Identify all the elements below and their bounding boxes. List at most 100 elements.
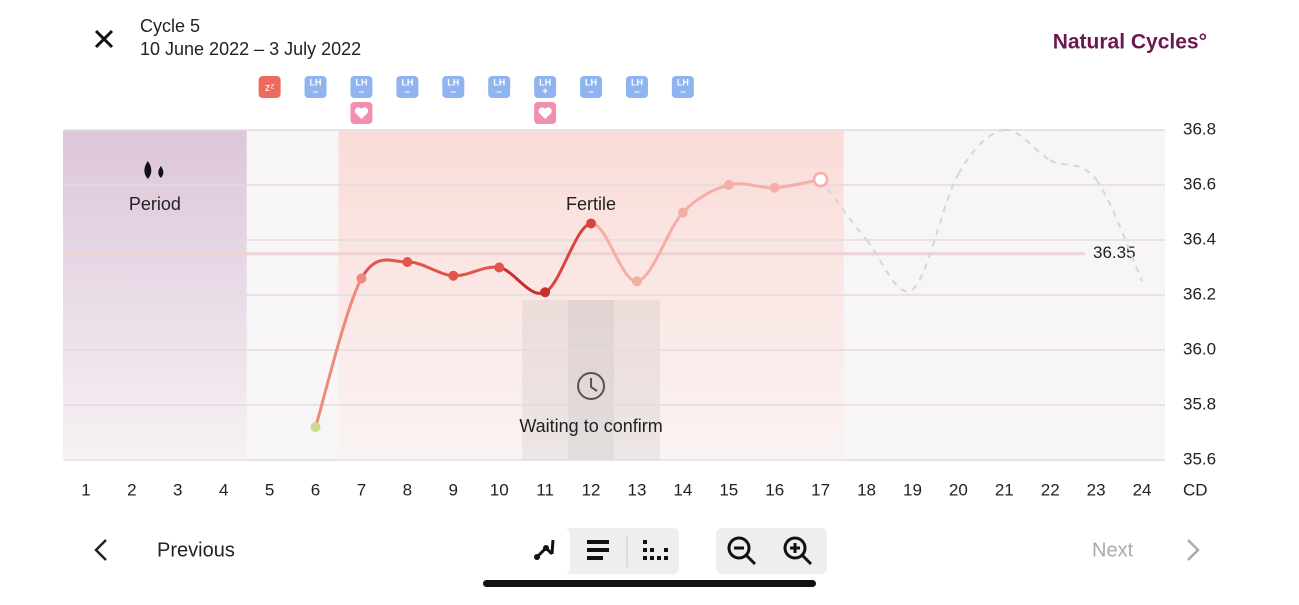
lh-test-label: LH <box>401 77 413 87</box>
lh-test-icon <box>671 76 694 98</box>
sleep-icon <box>258 76 281 98</box>
clock-hands <box>590 378 598 392</box>
temperature-segment <box>544 222 592 294</box>
x-tick-label: 21 <box>995 480 1014 499</box>
lh-test-icon <box>534 76 557 98</box>
lh-test-result: – <box>313 87 319 98</box>
lh-test-icon <box>625 76 648 98</box>
zoom-group <box>716 528 827 574</box>
cycle-title: Cycle 5 <box>140 16 200 36</box>
lh-test-icon <box>442 76 465 98</box>
period-label: Period <box>129 194 181 214</box>
lh-test-icon <box>350 76 373 98</box>
x-tick-label: 24 <box>1133 480 1152 499</box>
waiting-label: Waiting to confirm <box>519 416 662 436</box>
lh-test-label: LH <box>677 77 689 87</box>
y-tick-label: 36.2 <box>1183 284 1216 303</box>
prediction-segment <box>911 173 960 291</box>
x-tick-label: 5 <box>265 480 274 499</box>
lh-test-icon <box>580 76 603 98</box>
temperature-point <box>631 276 642 287</box>
clock-icon <box>577 372 606 400</box>
cycle-dates: 10 June 2022 – 3 July 2022 <box>140 39 361 59</box>
close-button[interactable] <box>94 29 114 49</box>
lh-test-label: LH <box>310 77 322 87</box>
x-tick-label: 3 <box>173 480 182 499</box>
previous-label: Previous <box>157 539 235 561</box>
lh-test-result: – <box>680 87 686 98</box>
logo: Natural Cycles° <box>1053 31 1207 54</box>
lh-test-label: LH <box>493 77 505 87</box>
lh-test-icon <box>304 76 327 98</box>
sleep-icon-label: zᶻ <box>265 82 275 94</box>
x-tick-label: 11 <box>536 480 554 499</box>
x-tick-label: 20 <box>949 480 968 499</box>
x-tick-label: 18 <box>857 480 876 499</box>
zoom-out-button[interactable] <box>727 536 757 566</box>
temperature-point <box>448 270 459 281</box>
x-tick-label: 14 <box>673 480 692 499</box>
x-unit: CD <box>1183 480 1208 499</box>
x-tick-label: 12 <box>582 480 601 499</box>
x-tick-label: 4 <box>219 480 228 499</box>
heart <box>538 107 552 119</box>
temperature-point <box>723 180 734 190</box>
lh-test-result: – <box>451 87 457 98</box>
lh-test-icon <box>488 76 511 98</box>
x-tick-label: 15 <box>719 480 738 499</box>
x-tick-label: 2 <box>127 480 136 499</box>
x-tick-label: 1 <box>81 480 90 499</box>
temperature-point <box>586 218 597 229</box>
x-tick-label: 13 <box>627 480 646 499</box>
x-tick-label: 6 <box>311 480 320 499</box>
temperature-point <box>356 273 367 284</box>
temperature-point <box>812 171 829 188</box>
lh-test-result: – <box>405 87 411 98</box>
period-icon <box>144 161 164 179</box>
heart <box>354 107 369 119</box>
list-view-button[interactable] <box>587 540 609 560</box>
temperature-point <box>494 262 505 273</box>
y-tick-label: 35.6 <box>1183 449 1216 468</box>
temperature-point <box>310 422 321 432</box>
x-tick-label: 8 <box>403 480 412 499</box>
prediction-segment <box>1004 128 1051 162</box>
temperature-point <box>769 182 780 193</box>
x-tick-label: 16 <box>765 480 784 499</box>
prediction-segment <box>957 129 1005 175</box>
x-tick-label: 9 <box>449 480 458 499</box>
x-tick-label: 17 <box>811 480 830 499</box>
lh-test-icon <box>396 76 419 98</box>
y-tick-label: 36.0 <box>1183 339 1216 358</box>
y-tick-label: 36.4 <box>1183 229 1216 248</box>
home-indicator <box>483 580 816 587</box>
prediction-segment <box>1049 159 1097 181</box>
graph-view-icon <box>534 539 555 560</box>
lh-test-result: – <box>634 87 640 98</box>
fertile-label: Fertile <box>566 194 616 214</box>
x-tick-label: 7 <box>357 480 366 499</box>
y-tick-label: 36.6 <box>1183 174 1216 193</box>
zoom-in-button[interactable] <box>783 536 813 566</box>
plot: 36.35 Period Fertile Waiting to confirm <box>63 128 1165 461</box>
lh-test-result: – <box>359 87 365 98</box>
lh-test-label: LH <box>447 77 459 87</box>
dots-view-button[interactable] <box>643 540 668 560</box>
lh-test-result: – <box>588 87 594 98</box>
coverline-label: 36.35 <box>1093 243 1136 262</box>
next-button[interactable]: Next <box>1092 539 1200 561</box>
lh-test-label: LH <box>631 77 643 87</box>
x-tick-label: 23 <box>1087 480 1106 499</box>
lh-test-result: + <box>542 87 548 98</box>
temperature-point <box>402 257 413 267</box>
temperature-point <box>540 287 551 298</box>
lh-test-label: LH <box>539 77 551 87</box>
y-tick-label: 36.8 <box>1183 119 1216 138</box>
temperature-segment <box>314 277 363 428</box>
previous-button[interactable]: Previous <box>94 539 235 561</box>
x-tick-label: 10 <box>490 480 509 499</box>
lh-test-label: LH <box>585 77 597 87</box>
y-tick-label: 35.8 <box>1183 394 1216 413</box>
